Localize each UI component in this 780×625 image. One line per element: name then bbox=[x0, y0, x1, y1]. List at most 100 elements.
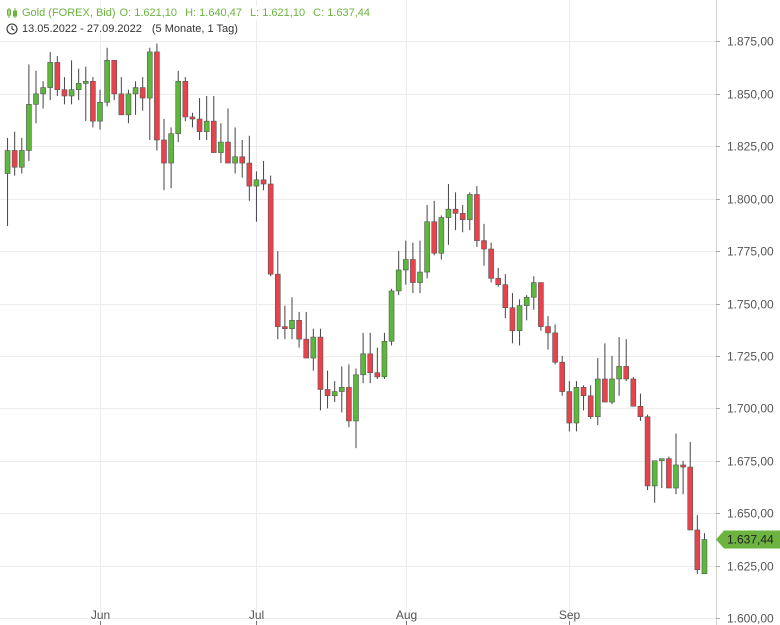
candle bbox=[694, 515, 701, 574]
candle-body bbox=[246, 162, 253, 187]
candle bbox=[623, 339, 630, 382]
candle-body bbox=[623, 366, 630, 380]
candle bbox=[459, 204, 466, 233]
candle bbox=[289, 297, 295, 340]
candle bbox=[367, 332, 374, 384]
candle-body bbox=[381, 340, 388, 378]
candle-body bbox=[474, 194, 480, 241]
candle bbox=[523, 295, 530, 321]
candle-body bbox=[644, 416, 651, 487]
candle bbox=[644, 414, 651, 491]
candle bbox=[395, 251, 402, 296]
candle-body bbox=[658, 458, 665, 462]
candle-body bbox=[274, 273, 281, 327]
candle bbox=[260, 160, 267, 191]
candle bbox=[97, 89, 103, 130]
candle bbox=[90, 77, 96, 128]
candle-body bbox=[239, 156, 246, 164]
candle-body bbox=[111, 60, 118, 95]
candle bbox=[11, 131, 18, 176]
candle-body bbox=[417, 271, 423, 283]
candle-body bbox=[82, 80, 89, 84]
candle-body bbox=[630, 378, 637, 407]
candle-body bbox=[388, 290, 395, 342]
candle-body bbox=[289, 319, 295, 329]
candle bbox=[267, 175, 274, 277]
candle bbox=[381, 332, 388, 379]
candle-body bbox=[154, 51, 160, 141]
candle bbox=[47, 51, 54, 101]
candle-body bbox=[680, 464, 686, 468]
last-price-marker: 1.637,44 bbox=[716, 530, 780, 549]
interval-label: (5 Monate, 1 Tag) bbox=[151, 23, 238, 35]
candle-body bbox=[538, 282, 544, 327]
price-axis: 1.600,00 1.625,00 1.650,00 1.675,00 1.700,00… bbox=[716, 35, 774, 625]
candle bbox=[182, 77, 189, 122]
candle-body bbox=[459, 213, 466, 220]
candle bbox=[75, 68, 82, 101]
candle bbox=[538, 282, 544, 331]
candle bbox=[118, 77, 125, 116]
candle bbox=[82, 66, 89, 122]
candle-body bbox=[4, 150, 11, 174]
candle bbox=[530, 276, 537, 310]
candle-body bbox=[310, 336, 317, 359]
candle-body bbox=[338, 387, 345, 392]
candle-body bbox=[104, 60, 110, 103]
candle-body bbox=[594, 378, 601, 418]
candle-body bbox=[395, 269, 402, 292]
y-tick-label: 1.600,00 bbox=[727, 612, 774, 625]
candle bbox=[310, 328, 317, 371]
candle-body bbox=[282, 326, 288, 329]
candle-body bbox=[616, 366, 622, 380]
y-tick-label: 1.675,00 bbox=[727, 455, 774, 469]
candle-body bbox=[502, 284, 509, 309]
candle bbox=[360, 332, 366, 384]
candle bbox=[587, 385, 594, 419]
candle-body bbox=[253, 179, 260, 187]
x-tick-label: Aug bbox=[396, 608, 417, 622]
high-value: H: 1.640,47 bbox=[185, 7, 242, 19]
candle-body bbox=[210, 120, 217, 153]
candle bbox=[139, 77, 146, 111]
candle bbox=[388, 288, 395, 346]
candle bbox=[210, 95, 217, 153]
candle bbox=[424, 204, 430, 279]
candle bbox=[232, 127, 238, 174]
last-price-tag bbox=[716, 530, 780, 549]
candle-body bbox=[260, 179, 267, 185]
time-axis: Jun Jul Aug Sep bbox=[91, 608, 580, 625]
candle-body bbox=[189, 116, 196, 120]
candle-body bbox=[609, 378, 615, 403]
y-tick-label: 1.775,00 bbox=[727, 245, 774, 259]
candle-body bbox=[232, 156, 238, 164]
candle-body bbox=[466, 194, 473, 220]
candle bbox=[481, 223, 487, 266]
open-value: O: 1.621,10 bbox=[119, 7, 178, 19]
candle-body bbox=[666, 458, 672, 489]
candle bbox=[246, 135, 253, 201]
candle-body bbox=[488, 248, 494, 279]
candle bbox=[580, 385, 587, 411]
candles bbox=[4, 43, 708, 575]
candle bbox=[594, 358, 601, 426]
candle bbox=[452, 192, 459, 231]
candle-body bbox=[61, 89, 68, 97]
candle-body bbox=[481, 240, 487, 250]
candle bbox=[282, 305, 288, 340]
candle bbox=[609, 355, 615, 405]
candle bbox=[445, 184, 452, 245]
chart-header: Gold (FOREX, Bid) O: 1.621,10 H: 1.640,4… bbox=[6, 6, 380, 20]
y-tick-label: 1.875,00 bbox=[727, 35, 774, 49]
candle-body bbox=[587, 395, 594, 418]
candle-body bbox=[673, 464, 679, 489]
y-tick-label: 1.825,00 bbox=[727, 140, 774, 154]
candle-body bbox=[374, 372, 381, 378]
candle bbox=[40, 81, 46, 109]
candle-body bbox=[495, 278, 502, 285]
candle-body bbox=[410, 259, 416, 283]
y-tick-label: 1.725,00 bbox=[727, 350, 774, 364]
candle-body bbox=[516, 305, 523, 332]
candle-body bbox=[580, 387, 587, 397]
